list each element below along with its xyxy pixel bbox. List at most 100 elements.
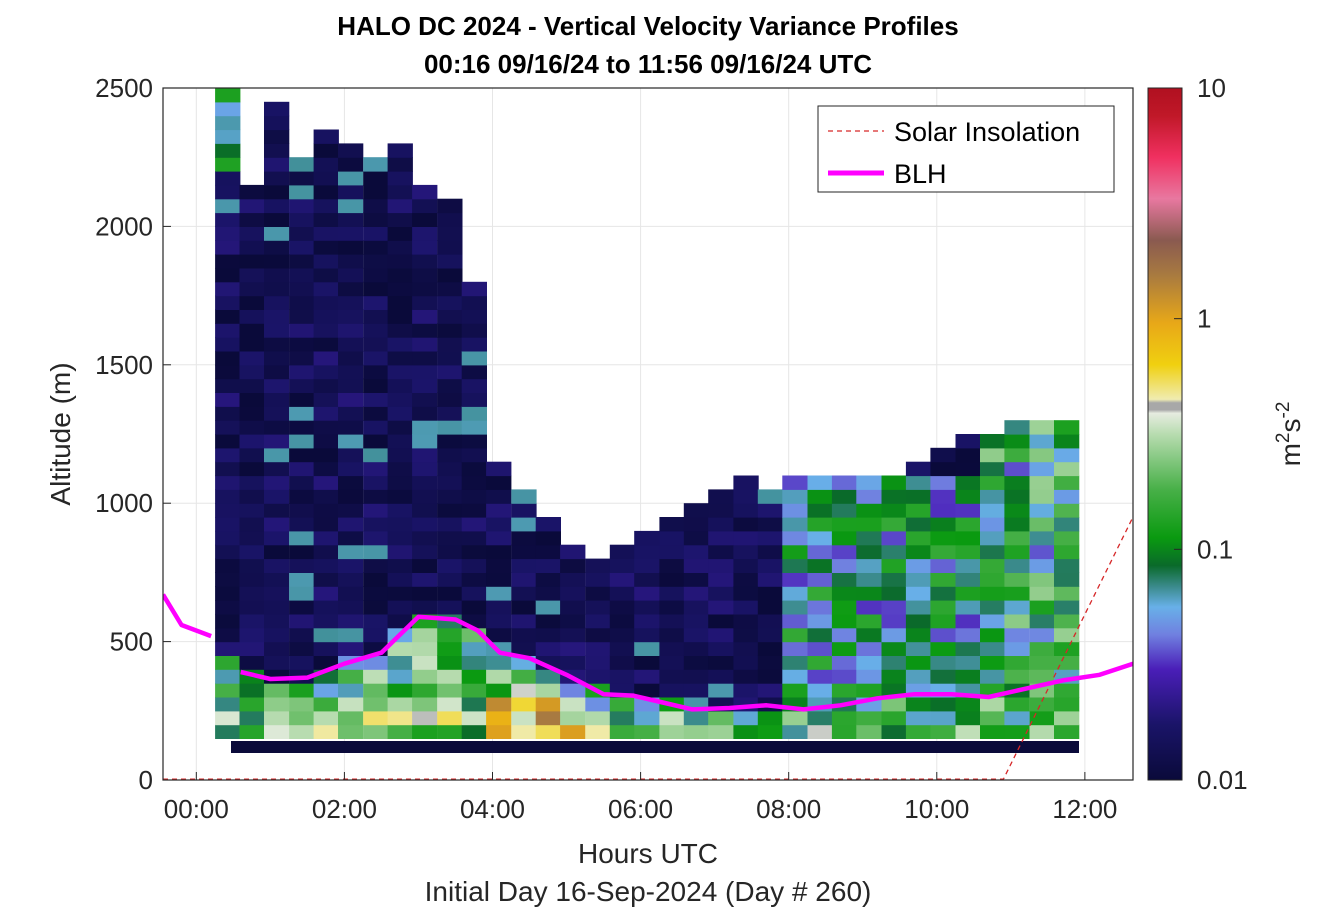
heatmap-cell xyxy=(412,378,438,393)
heatmap-cell xyxy=(363,600,389,615)
heatmap-cell xyxy=(412,351,438,366)
heatmap-cell xyxy=(881,530,907,546)
heatmap-cell xyxy=(831,475,858,490)
heatmap-cell xyxy=(1029,600,1055,615)
heatmap-cell xyxy=(387,655,413,670)
heatmap-cell xyxy=(461,558,487,573)
heatmap-cell xyxy=(363,295,389,310)
heatmap-cell xyxy=(757,710,784,726)
heatmap-cell xyxy=(264,517,290,532)
heatmap-cell xyxy=(387,281,413,297)
heatmap-cell xyxy=(363,171,389,186)
heatmap-cell xyxy=(437,392,463,407)
heatmap-cell xyxy=(1004,447,1030,463)
heatmap-cell xyxy=(313,198,339,214)
x-axis-sublabel: Initial Day 16-Sep-2024 (Day # 260) xyxy=(425,876,872,907)
heatmap-cell xyxy=(387,226,413,241)
heatmap-cell xyxy=(289,461,315,477)
heatmap-cell xyxy=(856,530,882,546)
heatmap-cell xyxy=(807,641,833,656)
heatmap-cell xyxy=(683,641,710,656)
heatmap-cell xyxy=(930,710,956,726)
heatmap-cell xyxy=(1054,697,1080,712)
heatmap-cell xyxy=(980,613,1006,629)
heatmap-cell xyxy=(215,475,241,490)
heatmap-cell xyxy=(757,530,784,546)
heatmap-cell xyxy=(980,517,1006,532)
heatmap-cell xyxy=(289,572,315,587)
heatmap-cell xyxy=(412,503,438,518)
heatmap-cell xyxy=(363,724,389,739)
heatmap-cell xyxy=(264,281,290,297)
heatmap-cell xyxy=(313,724,339,739)
heatmap-cell xyxy=(363,475,389,490)
heatmap-cell xyxy=(412,710,438,726)
heatmap-cell xyxy=(980,627,1006,643)
heatmap-cell xyxy=(905,544,932,560)
heatmap-cell xyxy=(338,627,364,643)
heatmap-cell xyxy=(486,683,512,698)
heatmap-cell xyxy=(560,613,586,629)
heatmap-cell xyxy=(363,544,389,560)
heatmap-cell xyxy=(461,489,487,504)
heatmap-cell xyxy=(659,627,685,643)
heatmap-cell xyxy=(239,544,265,560)
heatmap-cell xyxy=(955,710,981,726)
heatmap-cell xyxy=(560,697,586,712)
heatmap-cell xyxy=(708,558,734,573)
heatmap-cell xyxy=(338,364,364,380)
heatmap-cell xyxy=(387,392,413,407)
heatmap-cell xyxy=(807,572,833,587)
heatmap-cell xyxy=(338,143,364,158)
y-tick-label: 1000 xyxy=(95,488,153,518)
heatmap-cell xyxy=(659,586,685,601)
heatmap-cell xyxy=(782,669,808,684)
heatmap-cell xyxy=(930,544,956,560)
heatmap-cell xyxy=(461,281,487,297)
heatmap-cell xyxy=(1054,517,1080,532)
heatmap-cell xyxy=(239,392,265,407)
heatmap-cell xyxy=(1004,503,1030,518)
heatmap-cell xyxy=(363,406,389,421)
heatmap-cell xyxy=(215,517,241,532)
heatmap-cell xyxy=(1029,447,1055,463)
heatmap-cell xyxy=(239,323,265,338)
heatmap-cell xyxy=(856,572,882,587)
heatmap-cell xyxy=(955,724,981,739)
heatmap-cell xyxy=(1029,475,1055,490)
heatmap-cell xyxy=(387,572,413,587)
heatmap-cell xyxy=(215,254,241,269)
heatmap-cell xyxy=(560,724,586,739)
heatmap-cell xyxy=(239,655,265,670)
heatmap-cell xyxy=(831,600,858,615)
heatmap-cell xyxy=(1054,461,1080,477)
heatmap-cell xyxy=(708,572,734,587)
heatmap-cell xyxy=(585,600,611,615)
heatmap-cell xyxy=(363,323,389,338)
heatmap-cell xyxy=(683,683,710,698)
heatmap-cell xyxy=(683,530,710,546)
heatmap-cell xyxy=(905,503,932,518)
heatmap-cell xyxy=(634,558,660,573)
heatmap-cell xyxy=(363,572,389,587)
heatmap-cell xyxy=(1029,586,1055,601)
heatmap-cell xyxy=(733,489,759,504)
heatmap-cell xyxy=(387,475,413,490)
heatmap-cell xyxy=(560,558,586,573)
heatmap-cell xyxy=(905,461,932,477)
heatmap-cell xyxy=(683,544,710,560)
heatmap-cell xyxy=(313,212,339,227)
heatmap-cell xyxy=(313,337,339,352)
heatmap-cell xyxy=(338,434,364,449)
heatmap-cell xyxy=(881,710,907,726)
heatmap-cell xyxy=(955,544,981,560)
heatmap-cell xyxy=(313,710,339,726)
heatmap-cell xyxy=(387,447,413,463)
heatmap-cell xyxy=(1054,489,1080,504)
heatmap-cell xyxy=(1029,655,1055,670)
heatmap-cell xyxy=(264,323,290,338)
heatmap-cell xyxy=(609,710,636,726)
heatmap-cell xyxy=(782,655,808,670)
heatmap-cell xyxy=(634,586,660,601)
heatmap-cell xyxy=(239,240,265,255)
